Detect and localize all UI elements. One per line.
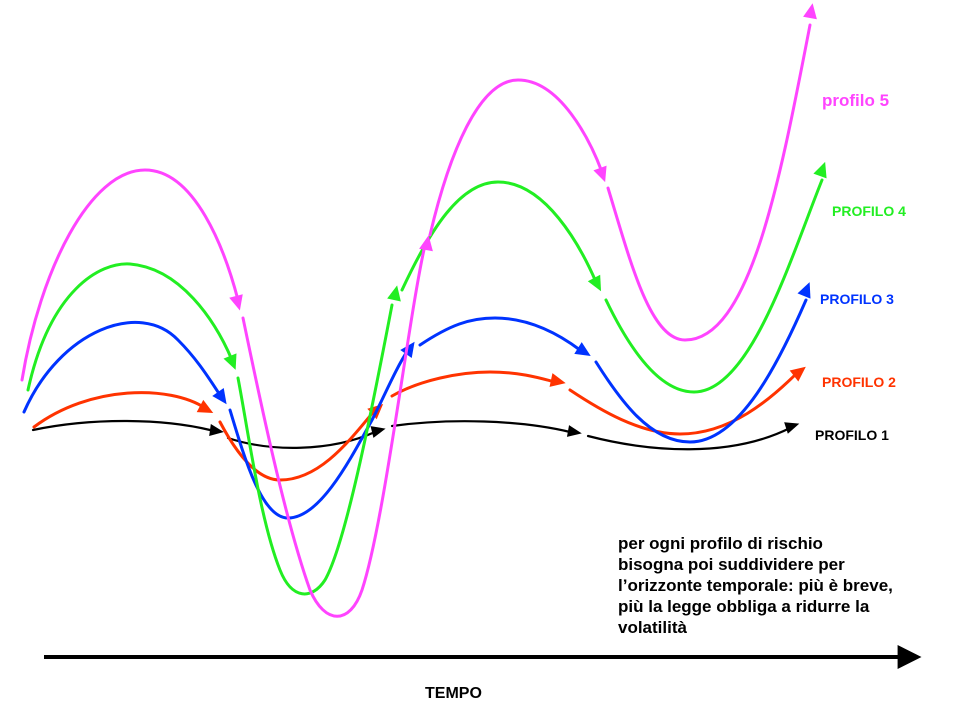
profile-5-arrowheads xyxy=(229,3,817,311)
profile-5-label: profilo 5 xyxy=(822,91,889,110)
profile-1-arrow-icon xyxy=(209,424,224,436)
profile-1-arrowheads xyxy=(209,422,800,438)
profile-1-arrow-icon xyxy=(784,422,800,434)
profile-3-arrowheads xyxy=(212,282,811,405)
profile-5-arrow-icon xyxy=(419,235,433,252)
profile-4-arrow-icon xyxy=(387,285,401,302)
note-line: volatilità xyxy=(618,618,687,637)
profile-5-arrow-icon xyxy=(593,165,607,183)
profile-2-arrow-icon xyxy=(196,399,214,414)
profile-5-arrow-icon xyxy=(803,3,817,20)
profile-4-arrowheads xyxy=(223,161,827,370)
note-line: più la legge obbliga a ridurre la xyxy=(618,597,870,616)
note-line: l’orizzonte temporale: più è breve, xyxy=(618,576,893,595)
profile-3-label: PROFILO 3 xyxy=(820,291,894,307)
profile-2-arrowheads xyxy=(196,366,806,420)
profile-3-curve xyxy=(22,298,808,520)
profile-4-arrow-icon xyxy=(223,353,237,370)
profile-1-label: PROFILO 1 xyxy=(815,427,889,443)
profile-1-curve xyxy=(31,419,792,451)
profile-1-arrow-icon xyxy=(566,425,582,437)
note-line: bisogna poi suddividere per xyxy=(618,555,845,574)
time-axis-label: TEMPO xyxy=(425,685,482,702)
risk-horizon-note: per ogni profilo di rischio bisogna poi … xyxy=(618,533,938,638)
profile-2-arrow-icon xyxy=(789,366,806,382)
profile-1-arrow-icon xyxy=(370,426,386,438)
profile-3-arrow-icon xyxy=(574,342,591,356)
profile-4-curve xyxy=(26,178,824,596)
profile-5-arrow-icon xyxy=(229,294,243,311)
profile-4-label: PROFILO 4 xyxy=(832,203,906,219)
profile-5-curve xyxy=(20,23,812,618)
profile-3-arrow-icon xyxy=(212,387,227,405)
profile-2-label: PROFILO 2 xyxy=(822,374,896,390)
profile-4-arrow-icon xyxy=(587,274,602,292)
profile-3-arrow-icon xyxy=(797,282,811,299)
note-line: per ogni profilo di rischio xyxy=(618,534,823,553)
profile-4-arrow-icon xyxy=(813,161,827,179)
profile-2-arrow-icon xyxy=(549,373,566,387)
profile-2-curve xyxy=(32,370,800,482)
